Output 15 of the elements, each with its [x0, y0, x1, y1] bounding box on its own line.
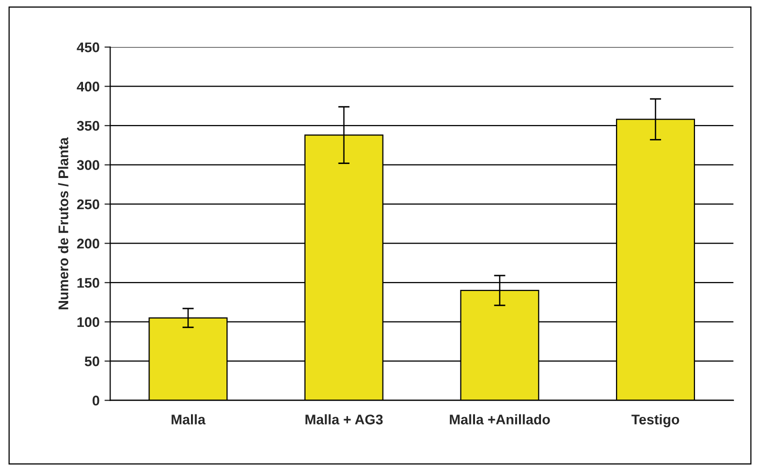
x-tick-label: Malla +Anillado: [450, 414, 550, 424]
y-tick-label: 200: [77, 238, 100, 249]
y-tick-label: 50: [84, 356, 100, 366]
x-tick-label: Malla + AG3: [306, 414, 383, 424]
x-tick-label: Testigo: [631, 414, 680, 428]
y-tick-label: 0: [92, 396, 100, 406]
y-tick-label: 300: [76, 160, 100, 170]
y-axis-title: Numero de Frutos / Planta: [58, 137, 68, 310]
y-tick-label: 250: [77, 199, 100, 210]
y-tick-label: 150: [77, 278, 100, 288]
y-tick-label: 450: [76, 42, 100, 52]
y-tick-label: 100: [77, 317, 100, 328]
y-tick-label: 350: [76, 120, 100, 131]
x-tick-label: Malla: [172, 414, 206, 424]
y-tick-label: 400: [76, 82, 100, 92]
